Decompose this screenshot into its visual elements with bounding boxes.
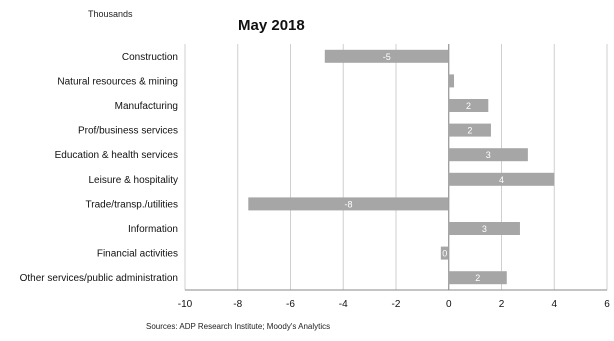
bar [440,246,449,260]
category-label: Information [128,224,178,235]
bar [448,271,507,285]
data-label: 0 [442,249,447,259]
bar [324,49,449,63]
x-tick-label: 2 [499,299,505,310]
bar [448,222,520,235]
x-tick-labels: -10 -8 -6 -4 -2 0 2 4 6 [178,299,610,310]
category-label: Financial activities [97,249,178,260]
x-tick-label: -4 [339,299,348,310]
x-tick-label: -10 [178,299,193,310]
source-note: Sources: ADP Research Institute; Moody's… [146,322,330,331]
x-tick-label: -6 [286,299,295,310]
unit-label: Thousands [88,9,133,19]
bar [448,74,455,88]
data-label: 2 [475,273,480,283]
x-tick-label: -8 [233,299,242,310]
category-label: Prof/business services [78,126,178,137]
data-label: 2 [466,101,471,111]
category-label: Other services/public administration [20,273,178,284]
x-tick-label: 6 [604,299,610,310]
category-label: Construction [122,52,178,63]
category-labels: Construction Natural resources & mining Ma… [20,52,178,284]
data-label: 2 [467,126,472,136]
bar [248,197,449,211]
chart-title: May 2018 [238,17,305,34]
data-label: -5 [383,52,391,62]
data-label: 3 [482,224,487,234]
category-label: Leisure & hospitality [89,175,179,186]
bar [448,123,491,137]
data-label: 4 [499,175,504,185]
category-label: Trade/transp./utilities [86,199,178,210]
category-label: Manufacturing [115,101,178,112]
bar [448,99,489,112]
category-label: Natural resources & mining [57,76,178,87]
x-tick-label: 0 [446,299,452,310]
bar [448,148,528,162]
x-tick-label: 4 [551,299,557,310]
category-label: Education & health services [55,150,178,161]
data-label: -8 [345,199,353,209]
data-label: 3 [486,150,491,160]
bars-group: -5 2 2 3 4 -8 3 0 2 [248,49,555,285]
bar [448,172,555,186]
x-tick-label: -2 [392,299,401,310]
gridlines [184,44,608,291]
